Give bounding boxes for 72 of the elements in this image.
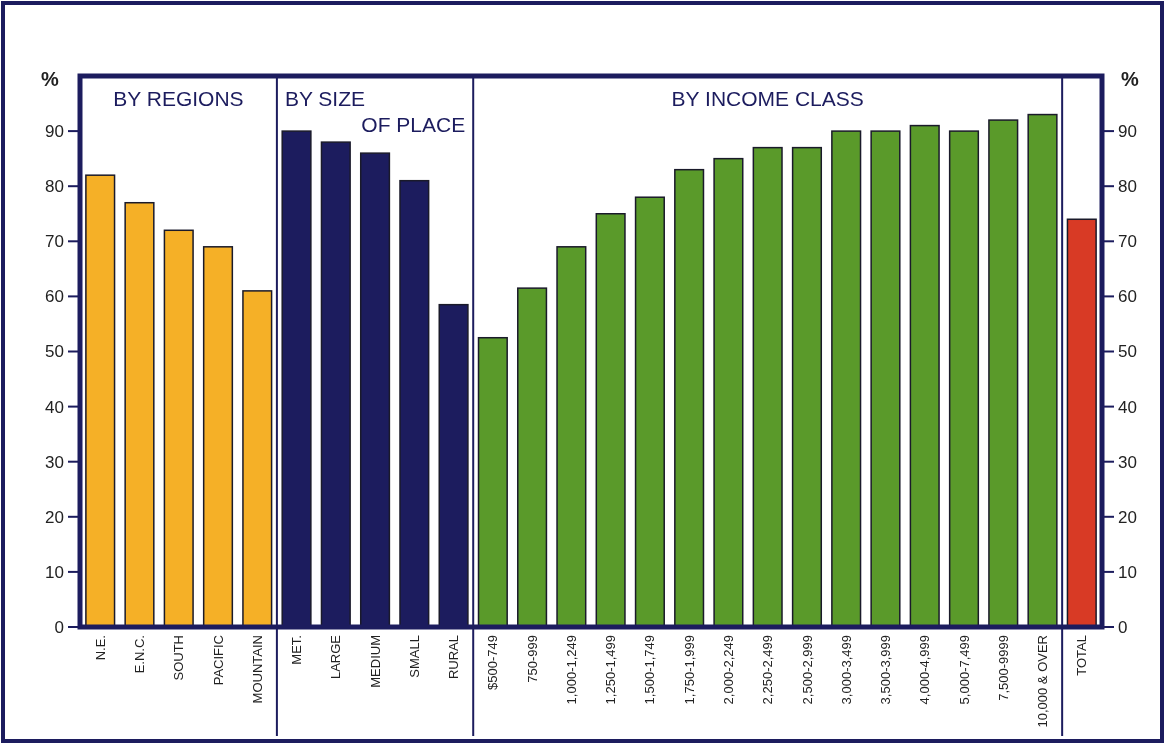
x-tick-label: TOTAL [1074,635,1090,676]
bar [163,229,194,628]
bar [791,146,823,628]
x-tick-label: 1,250-1,499 [603,635,619,705]
x-tick-label: SOUTH [171,635,187,681]
y2-tick-label: 90 [1118,122,1137,142]
annotation: BY SIZE OF PLACE [284,87,466,136]
y2-tick-label: 60 [1118,287,1137,307]
y2-tick-label: 80 [1118,177,1137,197]
x-tick-label: 7,500-9999 [995,635,1011,701]
x-tick-label: RURAL [446,635,462,680]
x-tick-label: 1,000-1,249 [563,635,579,705]
bar [909,124,940,628]
x-tick-label: LARGE [328,634,344,680]
y2-tick-label: 10 [1118,562,1137,582]
bar [1066,218,1097,628]
x-tick-label: 750-999 [524,635,540,683]
y2-tick-label: 0 [1118,617,1128,637]
x-tick-label: SMALL [406,635,422,678]
bar [988,119,1019,628]
y-tick-label: 80 [45,177,64,197]
x-tick-label: 4,000-4,999 [917,635,933,705]
x-tick-label: 3,000-3,499 [838,635,854,705]
y-tick-label: 10 [45,562,64,582]
bar [242,290,273,628]
y-tick-label: 50 [45,342,64,362]
x-tick-label: 2,250-2,499 [760,635,776,705]
bar [556,246,587,628]
y2-tick-label: 20 [1118,507,1137,527]
x-tick-label: N.E. [92,635,108,661]
y2-tick-label: 40 [1118,397,1137,417]
x-tick-label: 5,000-7,499 [956,635,972,705]
bar [517,287,548,628]
y2-tick-label: 50 [1118,342,1137,362]
y2-tick-label: 30 [1118,452,1137,472]
bar [477,336,508,628]
y-tick-label: 70 [45,232,64,252]
bar [1027,113,1058,628]
bar [124,201,155,628]
bar [595,213,626,628]
y2-axis-title: % [1121,68,1140,90]
x-tick-label: 2,000-2,249 [720,635,736,705]
y2-tick-label: 70 [1118,232,1137,252]
y-tick-label: 30 [45,452,64,472]
bar [674,168,705,628]
x-tick-label: 2,500-2,999 [799,635,815,705]
bar [870,130,901,628]
x-tick-label: PACIFIC [210,635,226,686]
x-tick-label: MET. [289,635,305,665]
y-tick-label: 20 [45,507,64,527]
bar [202,246,234,628]
x-tick-label: 1,750-1,999 [681,635,697,705]
x-tick-label: MEDIUM [367,635,383,688]
x-tick-label: E.N.C. [132,635,148,674]
y-tick-label: 60 [45,287,64,307]
y-tick-label: 40 [45,397,64,417]
bar [85,174,116,628]
x-tick-label: $500-749 [485,635,501,690]
y-axis-title: % [41,68,60,90]
y-tick-label: 0 [54,617,64,637]
bar [948,130,980,628]
x-tick-label: MOUNTAIN [249,635,265,704]
x-tick-label: 10,000 & OVER [1035,635,1051,728]
annotation: BY INCOME CLASS [671,87,864,110]
bar [713,157,744,628]
annotation: BY REGIONS [113,87,244,110]
bar [831,130,862,628]
x-tick-label: 1,500-1,749 [642,635,658,705]
y-tick-label: 90 [45,122,64,142]
bar [634,196,665,628]
x-tick-label: 3,500-3,999 [878,635,894,705]
bar [752,146,783,628]
